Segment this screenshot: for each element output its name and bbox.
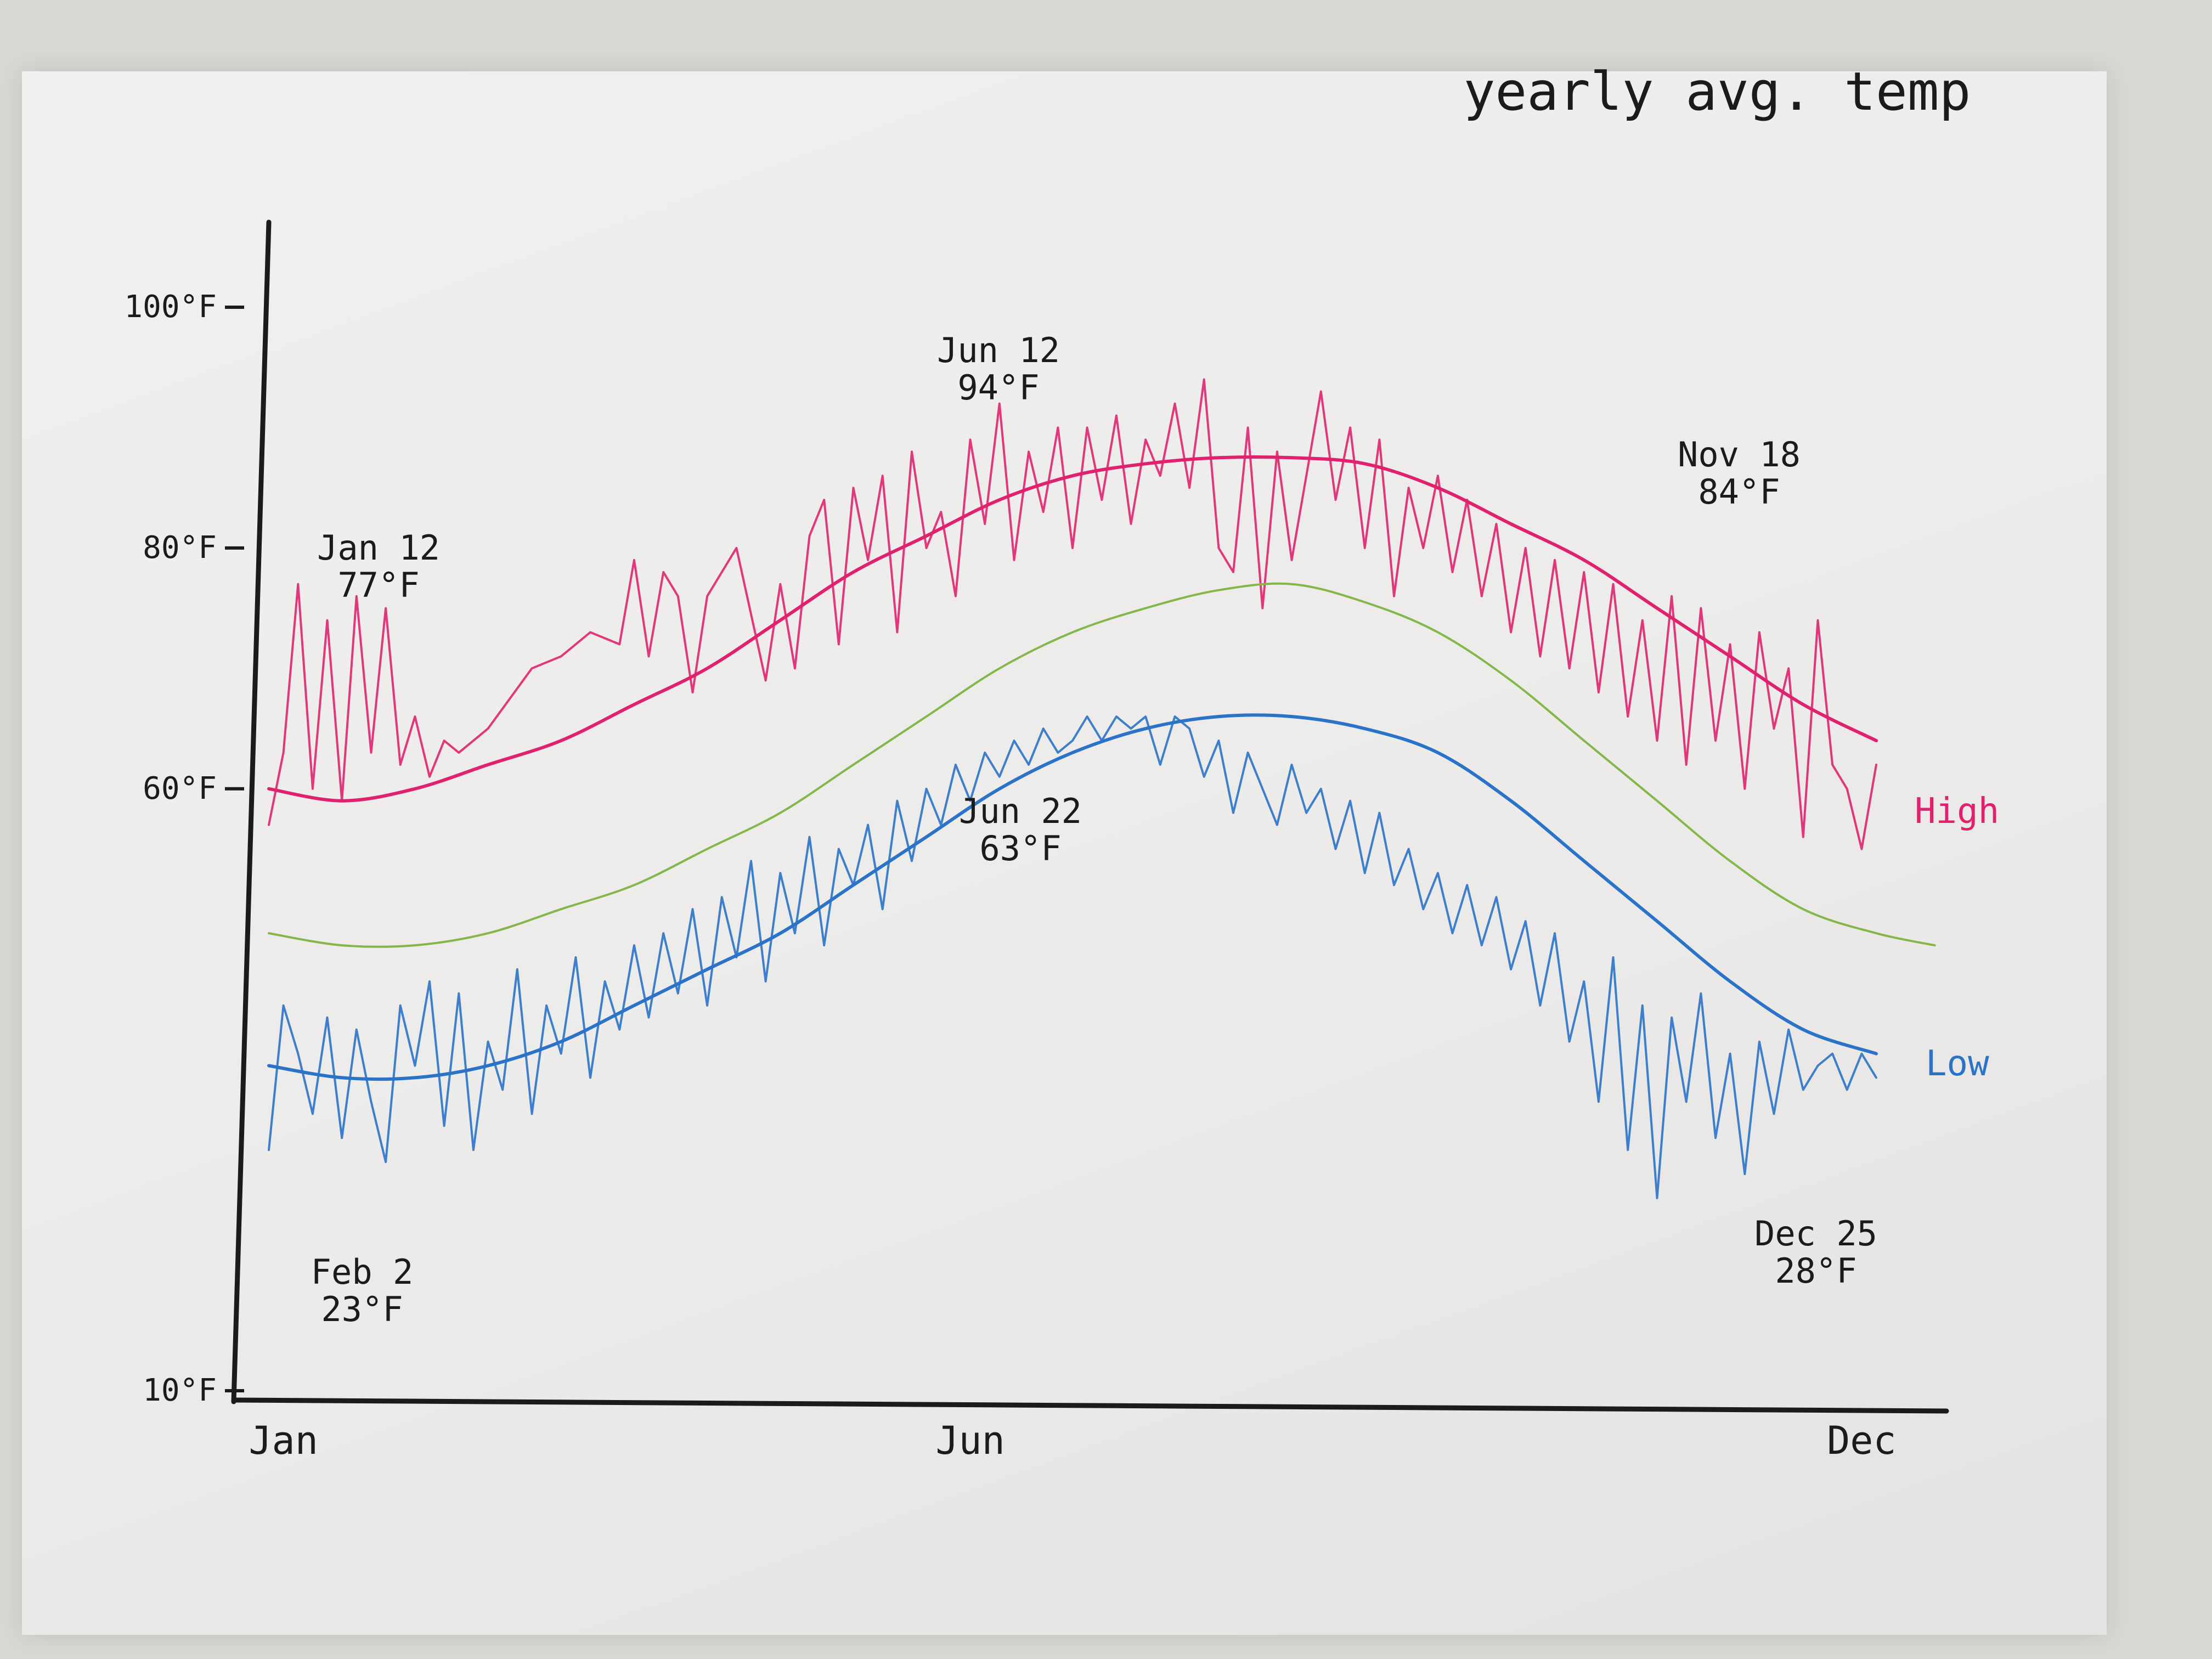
annotation-date: Jun 12 xyxy=(937,330,1060,370)
annotation-temp: 63°F xyxy=(979,828,1061,868)
annotation: Feb 223°F xyxy=(311,1252,414,1329)
annotation-date: Jan 12 xyxy=(317,528,440,568)
series-label: Low xyxy=(1926,1043,1989,1084)
series-layer xyxy=(267,378,1936,1199)
x-axis xyxy=(233,1397,1949,1414)
annotation-temp: 28°F xyxy=(1775,1251,1857,1291)
annotation-date: Nov 18 xyxy=(1678,435,1801,475)
x-tick-label: Jan xyxy=(249,1418,318,1463)
annotation-temp: 23°F xyxy=(321,1289,403,1329)
y-tick-label: 60°F xyxy=(143,771,217,806)
x-tick-label: Dec xyxy=(1827,1418,1896,1463)
x-tick-label: Jun xyxy=(935,1418,1005,1463)
daily-line xyxy=(268,715,1877,1199)
y-tick-label: 80°F xyxy=(143,530,217,566)
series-label: High xyxy=(1915,791,1999,832)
y-tick-label: 10°F xyxy=(143,1373,217,1408)
y-axis xyxy=(231,219,272,1404)
average-line xyxy=(268,582,1936,948)
average-line xyxy=(267,455,1878,803)
annotation-date: Jun 22 xyxy=(959,791,1082,831)
chart-title: yearly avg. temp xyxy=(1464,61,1971,122)
y-tick-label: 100°F xyxy=(124,289,217,325)
average-line xyxy=(267,713,1878,1081)
paper-sheet xyxy=(22,71,2107,1635)
y-axis-ticks: 100°F 80°F 60°F 10°F xyxy=(124,289,244,1408)
x-axis-ticks: Jan Jun Dec xyxy=(249,1418,1896,1463)
annotation-date: Feb 2 xyxy=(311,1252,414,1292)
annotation-date: Dec 25 xyxy=(1754,1214,1877,1254)
annotation-temp: 84°F xyxy=(1698,472,1780,512)
annotation-temp: 77°F xyxy=(337,565,419,605)
daily-line xyxy=(268,378,1877,850)
annotation-temp: 94°F xyxy=(957,368,1039,408)
series-label-layer: High Low xyxy=(1915,791,1999,1084)
